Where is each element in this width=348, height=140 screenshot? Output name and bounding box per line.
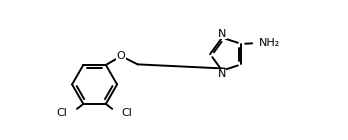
- Text: O: O: [117, 51, 125, 61]
- Text: N: N: [218, 29, 226, 39]
- Text: Cl: Cl: [121, 108, 132, 118]
- Text: Cl: Cl: [57, 108, 68, 118]
- Text: NH₂: NH₂: [259, 38, 280, 48]
- Text: N: N: [218, 69, 226, 79]
